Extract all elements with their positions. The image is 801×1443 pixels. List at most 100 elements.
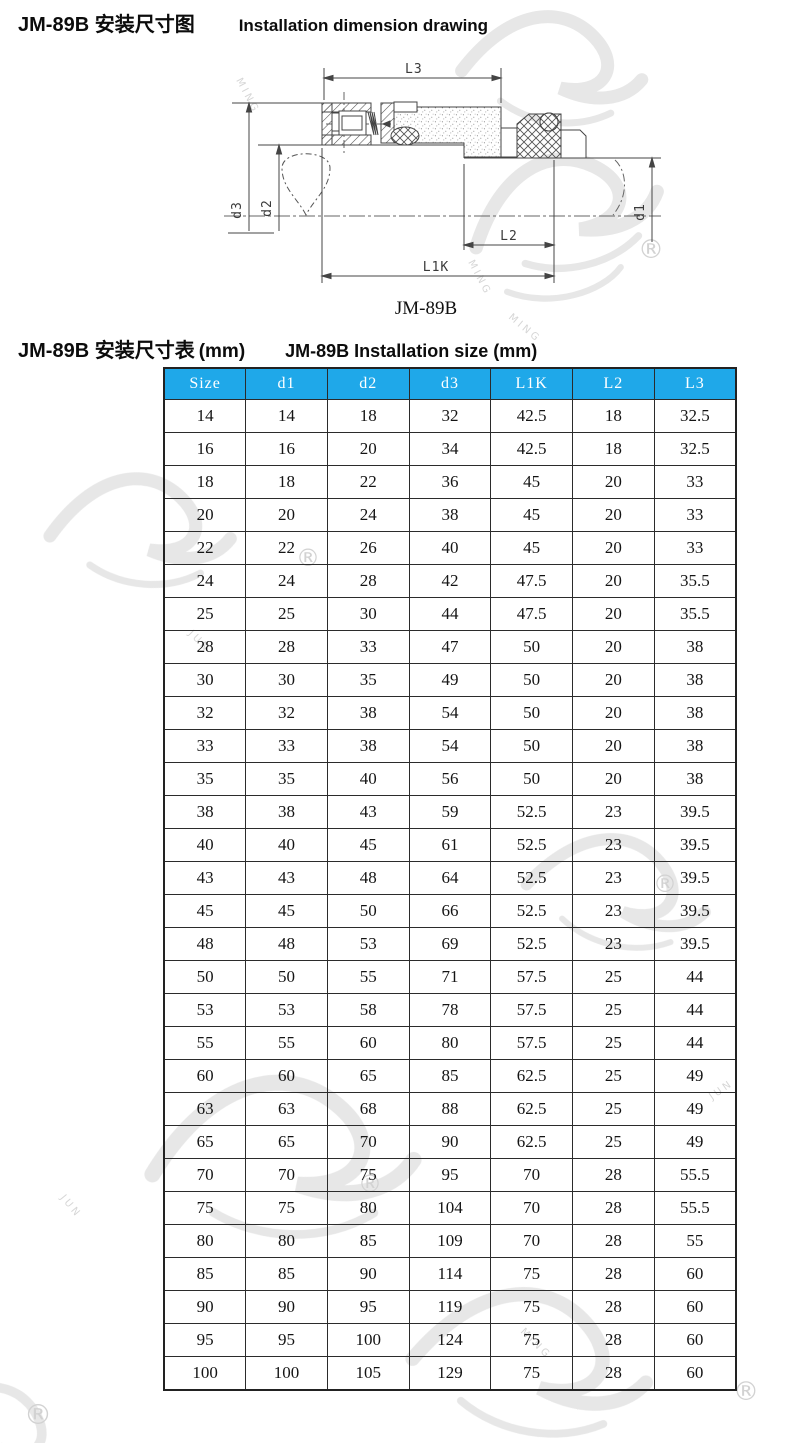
table-cell: 33 [245, 729, 328, 763]
table-row: 53 53 58 78 57.5 25 44 [163, 993, 737, 1027]
table-cell: 35 [163, 762, 247, 796]
table-row: 22 22 26 40 45 20 33 [163, 531, 737, 565]
table-header-row: Size d1 d2 d3 L1K L2 L3 [163, 367, 737, 400]
table-cell: 20 [163, 498, 247, 532]
table-row: 85 85 90 114 75 28 60 [163, 1257, 737, 1291]
table-cell: 20 [572, 531, 655, 565]
table-cell: 40 [408, 531, 492, 565]
table-cell: 55.5 [653, 1191, 737, 1225]
page-title-en: Installation dimension drawing [238, 16, 489, 35]
table-cell: 60 [163, 1059, 247, 1093]
table-cell: 54 [408, 729, 492, 763]
table-cell: 42.5 [490, 432, 574, 466]
table-cell: 35.5 [653, 564, 737, 598]
table-cell: 32 [408, 399, 492, 433]
table-cell: 25 [572, 1092, 655, 1126]
table-row: 100 100 105 129 75 28 60 [163, 1356, 737, 1391]
table-cell: 43 [245, 861, 328, 895]
table-cell: 90 [163, 1290, 247, 1324]
table-cell: 85 [408, 1059, 492, 1093]
table-cell: 100 [163, 1356, 247, 1391]
seal-body-tab [393, 101, 418, 113]
table-cell: 53 [326, 927, 410, 961]
table-row: 18 18 22 36 45 20 33 [163, 465, 737, 499]
table-cell: 38 [653, 696, 737, 730]
table-cell: 23 [572, 828, 655, 862]
column-header-d1: d1 [245, 367, 328, 400]
watermark-reg-mark: ® [24, 1398, 52, 1431]
table-cell: 44 [653, 993, 737, 1027]
table-cell: 54 [408, 696, 492, 730]
table-row: 60 60 65 85 62.5 25 49 [163, 1059, 737, 1093]
table-cell: 35 [326, 663, 410, 697]
table-cell: 20 [326, 432, 410, 466]
table-cell: 24 [326, 498, 410, 532]
table-cell: 95 [245, 1323, 328, 1357]
table-cell: 25 [572, 960, 655, 994]
drawing-caption: JM-89B [395, 298, 457, 319]
table-cell: 50 [490, 630, 574, 664]
table-cell: 32.5 [653, 399, 737, 433]
o-ring [390, 126, 420, 146]
table-cell: 38 [653, 729, 737, 763]
table-cell: 38 [245, 795, 328, 829]
table-cell: 20 [245, 498, 328, 532]
table-cell: 75 [490, 1290, 574, 1324]
table-title: JM-89B 安装尺寸表 (mm) JM-89B Installation size… [18, 334, 537, 363]
page-title-zh: JM-89B 安装尺寸图 [18, 14, 195, 36]
table-cell: 47.5 [490, 564, 574, 598]
table-cell: 20 [572, 564, 655, 598]
table-cell: 48 [326, 861, 410, 895]
table-cell: 53 [163, 993, 247, 1027]
table-cell: 28 [572, 1323, 655, 1357]
table-cell: 25 [572, 1125, 655, 1159]
table-cell: 20 [572, 465, 655, 499]
table-cell: 44 [653, 1026, 737, 1060]
table-cell: 42 [408, 564, 492, 598]
table-cell: 66 [408, 894, 492, 928]
table-cell: 28 [163, 630, 247, 664]
table-cell: 49 [408, 663, 492, 697]
column-header-l3: L3 [653, 367, 737, 400]
table-cell: 18 [572, 432, 655, 466]
table-row: 25 25 30 44 47.5 20 35.5 [163, 597, 737, 631]
seat-elastomer [516, 112, 562, 159]
table-cell: 20 [572, 630, 655, 664]
table-cell: 49 [653, 1092, 737, 1126]
table-cell: 56 [408, 762, 492, 796]
dim-d1 [648, 156, 656, 242]
table-row: 55 55 60 80 57.5 25 44 [163, 1026, 737, 1060]
table-row: 50 50 55 71 57.5 25 44 [163, 960, 737, 994]
table-cell: 44 [408, 597, 492, 631]
table-cell: 75 [490, 1323, 574, 1357]
table-cell: 50 [490, 762, 574, 796]
table-cell: 30 [163, 663, 247, 697]
table-cell: 70 [163, 1158, 247, 1192]
table-cell: 28 [572, 1191, 655, 1225]
dim-label-d1: d1 [633, 203, 648, 221]
table-cell: 60 [326, 1026, 410, 1060]
table-cell: 62.5 [490, 1125, 574, 1159]
table-cell: 60 [653, 1323, 737, 1357]
table-cell: 39.5 [653, 894, 737, 928]
table-cell: 39.5 [653, 927, 737, 961]
table-cell: 30 [245, 663, 328, 697]
table-cell: 25 [572, 1059, 655, 1093]
table-cell: 65 [245, 1125, 328, 1159]
table-cell: 35.5 [653, 597, 737, 631]
table-cell: 71 [408, 960, 492, 994]
watermark-text: JUN [57, 1192, 83, 1220]
table-cell: 124 [408, 1323, 492, 1357]
dim-label-l1k: L1K [423, 260, 449, 275]
table-cell: 104 [408, 1191, 492, 1225]
table-cell: 64 [408, 861, 492, 895]
table-cell: 25 [163, 597, 247, 631]
table-cell: 45 [490, 531, 574, 565]
table-cell: 32 [245, 696, 328, 730]
hub-chamfer-phantom [612, 159, 625, 216]
table-cell: 20 [572, 762, 655, 796]
table-cell: 90 [408, 1125, 492, 1159]
table-cell: 57.5 [490, 960, 574, 994]
table-cell: 60 [653, 1290, 737, 1324]
table-cell: 85 [163, 1257, 247, 1291]
